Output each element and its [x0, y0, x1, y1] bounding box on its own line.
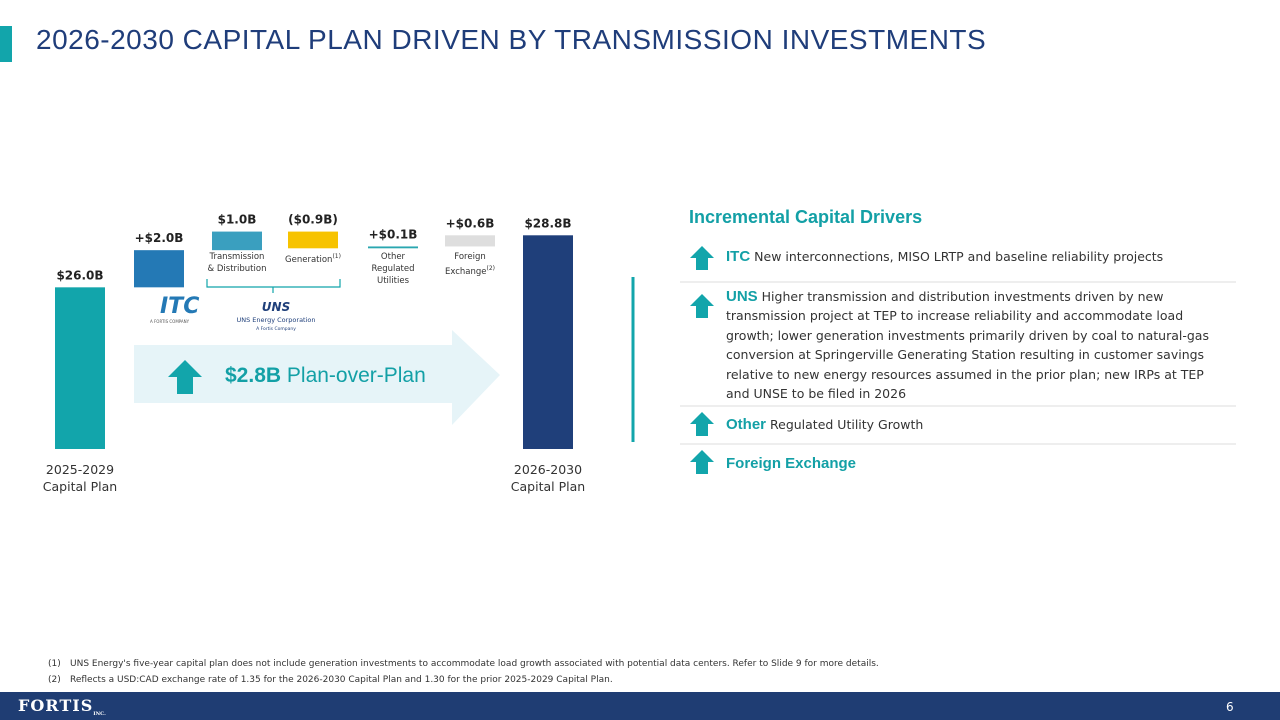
driver-text: New interconnections, MISO LRTP and base…	[754, 249, 1164, 264]
value-label: ($0.9B)	[288, 213, 338, 227]
uns-logo: UNS	[262, 300, 290, 314]
category-text: Generation	[285, 254, 333, 265]
category-label: 2026-2030 Capital Plan	[493, 461, 603, 495]
driver-head: ITC	[726, 248, 751, 265]
bar	[55, 287, 105, 449]
uns-tagline: A Fortis Company	[256, 326, 296, 332]
driver-item: Other Regulated Utility Growth	[726, 415, 1226, 434]
category-label: Transmission & Distribution	[197, 251, 277, 275]
uns-name: UNS Energy Corporation	[236, 316, 315, 324]
plan-text: Plan-over-Plan	[286, 364, 426, 387]
bracket	[206, 279, 341, 293]
bar	[288, 231, 338, 249]
driver-head: Other	[726, 416, 767, 433]
brand: FORTISINC.	[18, 696, 106, 717]
driver-text: Higher transmission and distribution inv…	[726, 289, 1209, 402]
value-label: +$0.1B	[369, 227, 418, 241]
brand-suffix: INC.	[93, 711, 106, 718]
driver-head: Foreign Exchange	[726, 455, 857, 472]
footnote-text: Reflects a USD:CAD exchange rate of 1.35…	[70, 675, 613, 685]
up-arrow	[690, 412, 714, 436]
plan-annotation: $2.8B Plan-over-Plan	[225, 364, 426, 388]
footnote: (2) Reflects a USD:CAD exchange rate of 1…	[48, 675, 613, 685]
itc-logo: ITC	[160, 294, 199, 319]
category-text: Transmission & Distribution	[207, 252, 267, 274]
category-label: Foreign Exchange(2)	[430, 251, 510, 278]
bar	[368, 246, 418, 249]
up-icon	[690, 412, 714, 436]
footnote: (1) UNS Energy's five-year capital plan d…	[48, 659, 879, 669]
driver-item: Foreign Exchange	[726, 454, 1226, 473]
category-text: Other Regulated Utilities	[371, 252, 415, 286]
driver-text: Regulated Utility Growth	[770, 417, 924, 432]
up-icon	[690, 294, 714, 318]
slide-title: 2026-2030 CAPITAL PLAN DRIVEN BY TRANSMI…	[36, 24, 987, 55]
footnote-text: UNS Energy's five-year capital plan does…	[70, 659, 879, 669]
itc-tagline: A FORTIS COMPANY	[150, 319, 190, 324]
drivers-title: Incremental Capital Drivers	[689, 207, 923, 227]
title-accent	[0, 26, 12, 62]
up-arrow	[690, 294, 714, 318]
category-text: 2026-2030 Capital Plan	[510, 462, 586, 494]
category-note: (1)	[332, 253, 341, 260]
driver-head: UNS	[726, 288, 758, 305]
bar	[134, 250, 184, 288]
category-label: 2025-2029 Capital Plan	[25, 461, 135, 495]
bar	[445, 235, 495, 247]
plan-arrow	[134, 330, 500, 425]
footer-bar	[0, 692, 1280, 720]
up-icon	[168, 360, 202, 394]
value-label: $28.8B	[524, 216, 571, 230]
value-label: $1.0B	[218, 213, 257, 227]
bar	[523, 235, 573, 449]
footnote-marker: (2)	[48, 675, 61, 685]
up-arrow	[690, 246, 714, 270]
plan-amount: $2.8B	[225, 364, 282, 387]
category-note: (2)	[486, 265, 496, 272]
up-icon	[690, 450, 714, 474]
up-arrow	[690, 450, 714, 474]
value-label: +$0.6B	[446, 216, 495, 230]
value-label: +$2.0B	[135, 231, 184, 245]
value-label: $26.0B	[56, 268, 103, 282]
bar	[212, 231, 262, 251]
up-icon	[690, 246, 714, 270]
brand-name: FORTIS	[18, 696, 94, 715]
driver-item: ITC New interconnections, MISO LRTP and …	[726, 247, 1226, 266]
category-text: Foreign Exchange	[444, 252, 487, 277]
category-text: 2025-2029 Capital Plan	[42, 462, 118, 494]
page-number: 6	[1226, 700, 1234, 714]
driver-item: UNS Higher transmission and distribution…	[726, 287, 1226, 403]
footnote-marker: (1)	[48, 659, 61, 669]
category-label: Generation(1)	[273, 251, 353, 266]
category-label: Other Regulated Utilities	[353, 251, 433, 287]
